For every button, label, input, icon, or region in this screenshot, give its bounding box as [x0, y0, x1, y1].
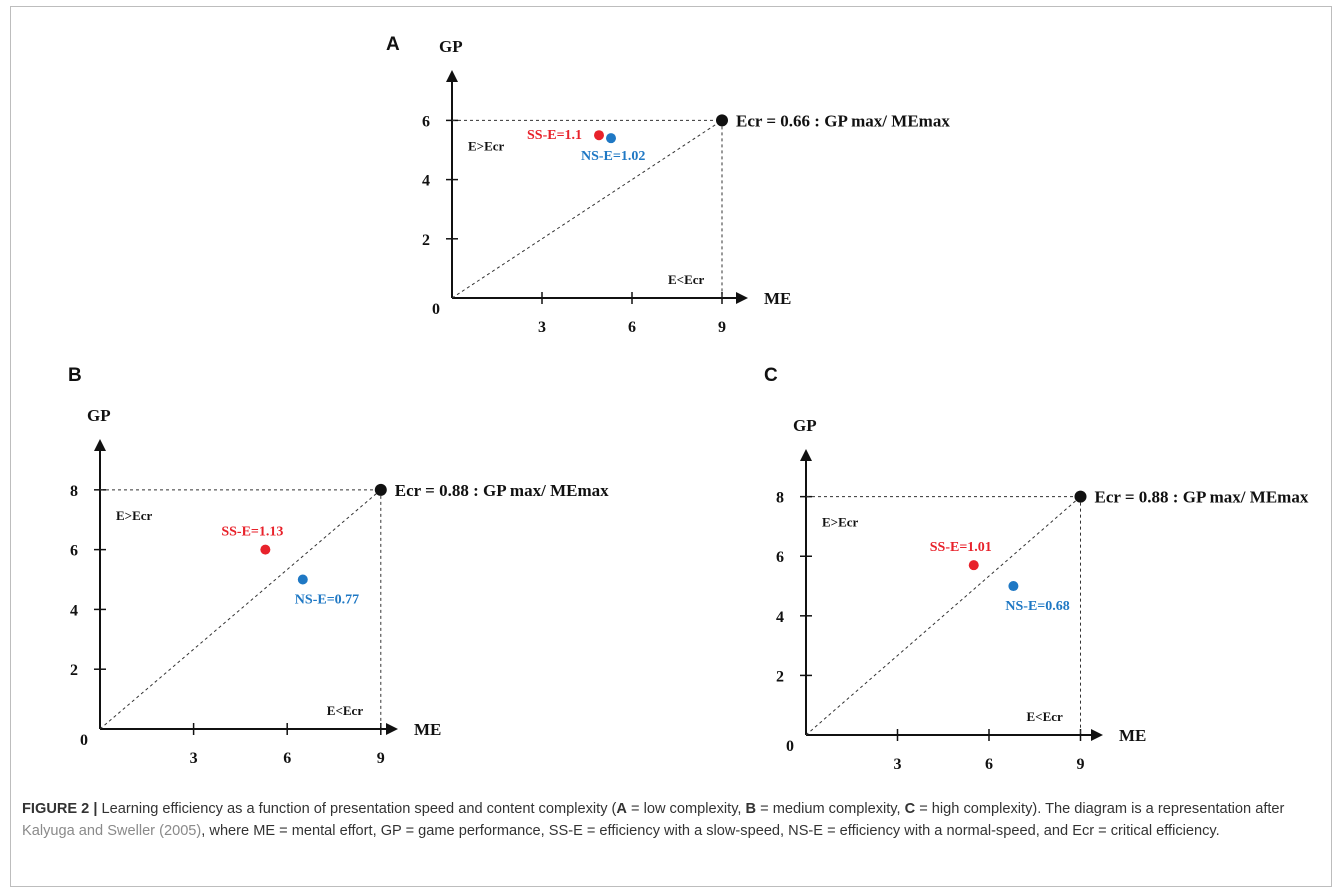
point-nse-marker: [1008, 581, 1019, 592]
x-axis-arrowhead: [736, 292, 748, 304]
y-tick-label: 4: [422, 173, 430, 190]
x-axis-arrowhead: [386, 723, 398, 735]
point-ecr-label: Ecr = 0.88 : GP max/ MEmax: [1095, 488, 1309, 507]
caption-label: FIGURE 2 |: [22, 801, 98, 817]
caption-desc-b: = medium complexity,: [756, 801, 905, 817]
chart-panel-b: B GP ME 0 3 6 9 2 4 6 8 E>Ecr E<Ecr Ecr = 0.88 : GP m…: [68, 365, 609, 767]
y-tick-label: 6: [776, 549, 784, 566]
x-axis-arrowhead: [1091, 729, 1103, 741]
panel-letter: B: [68, 365, 82, 386]
origin-label: 0: [786, 738, 794, 755]
lower-region-label: E<Ecr: [668, 272, 705, 287]
y-tick-label: 8: [70, 483, 78, 500]
caption-text-1: Learning efficiency as a function of pre…: [101, 801, 612, 817]
point-ecr-label: Ecr = 0.66 : GP max/ MEmax: [736, 111, 950, 130]
point-ecr-marker: [1074, 490, 1087, 503]
y-tick-label: 8: [776, 490, 784, 507]
caption-reference-link[interactable]: Kalyuga and Sweller (2005): [22, 823, 202, 839]
x-axis-label: ME: [764, 289, 791, 308]
upper-region-label: E>Ecr: [468, 138, 505, 153]
y-tick-label: 2: [422, 232, 430, 249]
panel-letter: A: [386, 34, 400, 55]
y-tick-label: 4: [70, 602, 78, 619]
charts-svg: A GP ME 0 3 6 9 2 4 6 E>Ecr E<Ecr Ecr = 0.66 : GP ma…: [68, 34, 1309, 773]
y-tick-label: 2: [70, 662, 78, 679]
caption-desc-c: = high complexity). The: [915, 801, 1071, 817]
caption-desc-a: = low complexity,: [626, 801, 746, 817]
x-tick-label: 6: [283, 750, 291, 767]
point-nse-marker: [606, 133, 616, 144]
point-sse-marker: [968, 560, 979, 571]
upper-region-label: E>Ecr: [116, 508, 153, 523]
critical-efficiency-line: [99, 489, 382, 730]
x-tick-label: 9: [718, 319, 726, 336]
y-axis-arrowhead: [94, 439, 106, 451]
point-ecr-marker: [374, 483, 387, 496]
x-tick-label: 3: [538, 319, 546, 336]
y-tick-label: 4: [776, 609, 784, 626]
lower-region-label: E<Ecr: [327, 703, 364, 718]
point-sse-label: SS-E=1.13: [221, 525, 283, 540]
lower-region-label: E<Ecr: [1027, 709, 1064, 724]
figure-caption: FIGURE 2 | Learning efficiency as a func…: [22, 801, 1285, 839]
x-tick-label: 6: [985, 756, 993, 773]
figure-frame: [10, 6, 1332, 887]
panel-letter: C: [764, 365, 778, 386]
x-axis-label: ME: [1119, 726, 1146, 745]
y-axis-arrowhead: [446, 70, 458, 82]
caption-key-c: C: [904, 801, 916, 817]
y-axis-label: GP: [439, 37, 463, 56]
upper-region-label: E>Ecr: [822, 515, 859, 530]
origin-label: 0: [432, 301, 440, 318]
y-axis-arrowhead: [800, 449, 812, 461]
point-ecr-marker: [716, 114, 728, 127]
caption-key-b: B: [745, 801, 757, 817]
point-nse-marker: [297, 574, 308, 585]
y-axis-label: GP: [793, 416, 817, 435]
x-tick-label: 6: [628, 319, 636, 336]
caption-text-3: , where ME = mental effort, GP = game pe…: [201, 823, 1220, 839]
point-nse-label: NS-E=1.02: [581, 149, 645, 164]
caption-text-2: diagram is a representation after: [1070, 801, 1285, 817]
y-tick-label: 6: [70, 543, 78, 560]
chart-panel-a: A GP ME 0 3 6 9 2 4 6 E>Ecr E<Ecr Ecr = 0.66 : GP ma…: [386, 34, 950, 336]
x-tick-label: 9: [1077, 756, 1085, 773]
origin-label: 0: [80, 732, 88, 749]
x-axis-label: ME: [414, 720, 441, 739]
x-tick-label: 9: [377, 750, 385, 767]
caption-key-a: A: [616, 801, 627, 817]
x-tick-label: 3: [190, 750, 198, 767]
chart-panel-c: C GP ME 0 3 6 9 2 4 6 8 E>Ecr E<Ecr Ecr = 0.88 : GP m…: [764, 365, 1309, 773]
point-nse-label: NS-E=0.77: [295, 593, 359, 608]
y-tick-label: 6: [422, 113, 430, 130]
point-sse-marker: [260, 544, 271, 555]
point-nse-label: NS-E=0.68: [1005, 599, 1069, 614]
point-ecr-label: Ecr = 0.88 : GP max/ MEmax: [395, 481, 609, 500]
y-tick-label: 2: [776, 668, 784, 685]
point-sse-label: SS-E=1.1: [527, 128, 582, 143]
point-sse-marker: [594, 130, 604, 141]
x-tick-label: 3: [894, 756, 902, 773]
y-axis-label: GP: [87, 406, 111, 425]
critical-efficiency-line: [805, 496, 1081, 736]
point-sse-label: SS-E=1.01: [930, 540, 992, 555]
